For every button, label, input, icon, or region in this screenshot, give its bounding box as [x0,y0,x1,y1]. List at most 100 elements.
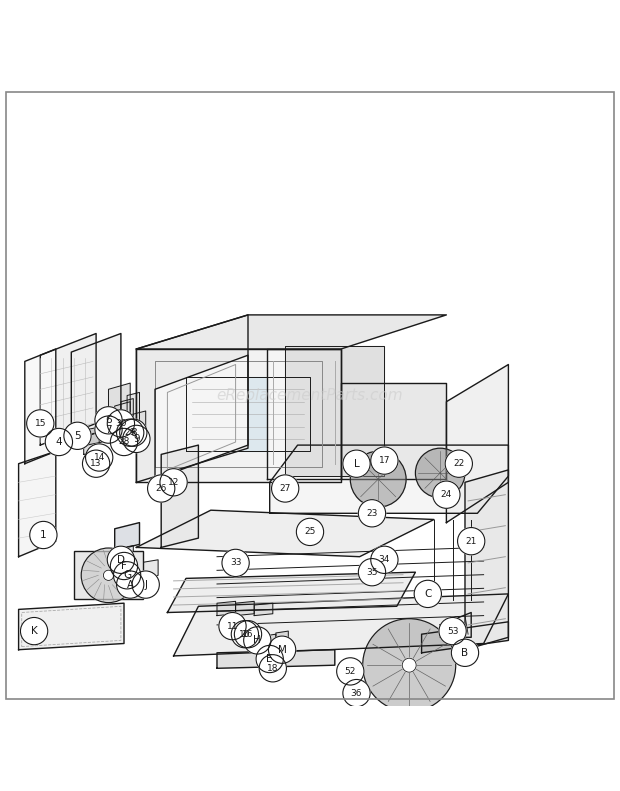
Polygon shape [84,433,99,454]
Text: 7: 7 [105,425,112,434]
Polygon shape [440,612,471,638]
Text: 1: 1 [40,530,46,540]
Polygon shape [217,601,236,615]
Text: J: J [144,580,147,589]
Circle shape [104,570,113,581]
Text: C: C [424,589,432,599]
Circle shape [110,429,138,456]
Text: 23: 23 [366,509,378,518]
Polygon shape [422,622,508,653]
Text: A: A [126,580,134,589]
Polygon shape [341,383,446,479]
Circle shape [256,645,283,672]
Text: 21: 21 [466,537,477,546]
Circle shape [402,658,416,672]
Circle shape [123,426,150,452]
Text: 10: 10 [239,630,250,638]
Text: 13: 13 [91,460,102,468]
Circle shape [86,444,113,471]
Circle shape [343,679,370,706]
Text: K: K [31,626,37,636]
Polygon shape [127,392,140,436]
Circle shape [433,481,460,509]
Circle shape [358,500,386,527]
Text: 34: 34 [379,555,390,564]
Polygon shape [136,315,248,483]
Polygon shape [140,560,158,578]
Circle shape [219,612,246,640]
Bar [74,551,143,599]
Text: 14: 14 [94,453,105,462]
Text: F: F [121,561,127,571]
Circle shape [110,552,138,580]
Text: 6: 6 [105,415,112,426]
Polygon shape [118,546,133,560]
Text: 33: 33 [230,558,241,567]
Polygon shape [446,365,508,523]
Polygon shape [186,377,310,452]
Text: 15: 15 [35,419,46,428]
Circle shape [358,558,386,586]
Text: 5: 5 [74,431,81,441]
Circle shape [160,468,187,496]
Circle shape [81,548,136,603]
Circle shape [458,528,485,554]
Circle shape [222,549,249,577]
Circle shape [30,521,57,549]
Polygon shape [25,349,56,464]
Polygon shape [19,452,56,557]
Circle shape [296,518,324,546]
Text: 12: 12 [168,478,179,486]
Text: 8: 8 [130,428,136,437]
Circle shape [272,475,299,502]
Circle shape [132,571,159,598]
Text: M: M [278,645,286,655]
Polygon shape [217,649,335,668]
Text: L: L [353,459,360,469]
Text: 30: 30 [115,419,126,428]
Circle shape [244,626,271,654]
Circle shape [117,571,144,598]
Text: 28: 28 [118,437,130,446]
Text: eReplacementParts.com: eReplacementParts.com [216,388,404,403]
Polygon shape [155,355,248,479]
Circle shape [95,416,122,443]
Circle shape [439,618,466,645]
Text: 22: 22 [453,460,464,468]
Polygon shape [136,349,341,483]
Circle shape [148,475,175,502]
Polygon shape [285,346,384,476]
Polygon shape [136,315,446,349]
Polygon shape [40,334,96,445]
Circle shape [268,636,296,664]
Polygon shape [115,523,140,551]
Polygon shape [264,634,276,649]
Circle shape [371,546,398,573]
Polygon shape [254,604,273,615]
Polygon shape [133,411,146,448]
Circle shape [113,562,141,589]
Circle shape [107,546,135,573]
Text: 4: 4 [56,437,62,447]
Text: 29: 29 [125,428,136,437]
Circle shape [231,621,259,648]
Text: 11: 11 [227,622,238,630]
Circle shape [117,419,144,446]
Circle shape [82,450,110,477]
Text: 25: 25 [304,528,316,536]
Circle shape [445,450,472,477]
Polygon shape [465,470,508,649]
Circle shape [337,658,364,685]
Circle shape [95,407,122,434]
Polygon shape [174,594,508,656]
Circle shape [20,618,48,645]
Circle shape [343,450,370,477]
Circle shape [27,410,54,437]
Text: 9: 9 [133,434,140,444]
Polygon shape [167,572,415,612]
Circle shape [415,448,465,498]
Circle shape [234,621,262,648]
Circle shape [371,447,398,475]
Circle shape [350,452,406,507]
Text: H: H [254,635,261,645]
